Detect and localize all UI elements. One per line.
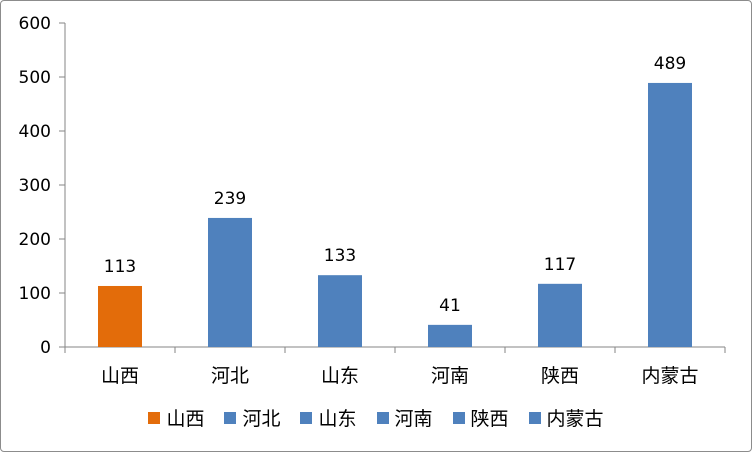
legend-label: 山西 — [166, 408, 205, 430]
legend-label: 陕西 — [470, 408, 509, 430]
x-axis: 山西 河北 山东 河南 陕西 内蒙古 — [64, 346, 726, 387]
data-label: 41 — [439, 296, 461, 316]
data-label: 113 — [104, 257, 136, 277]
legend-label: 内蒙古 — [546, 408, 604, 430]
legend-label: 山东 — [318, 408, 357, 430]
legend-swatch — [376, 411, 389, 424]
legend-swatch — [452, 411, 465, 424]
bar — [318, 275, 362, 347]
legend-item: 山东 — [300, 404, 357, 431]
bar — [538, 283, 582, 347]
y-tick-label: 100 — [19, 284, 51, 304]
y-tick-label: 0 — [40, 338, 51, 358]
x-tick-label: 山东 — [321, 365, 359, 387]
legend-item: 河南 — [376, 404, 433, 431]
data-label: 117 — [544, 255, 576, 275]
y-tick-label: 400 — [19, 122, 51, 142]
legend-label: 河南 — [394, 408, 433, 430]
legend-swatch — [148, 411, 161, 424]
legend-swatch — [528, 411, 541, 424]
legend-label: 河北 — [242, 408, 281, 430]
y-tick-label: 200 — [19, 230, 51, 250]
data-label: 239 — [214, 189, 246, 209]
x-tick-label: 河南 — [431, 365, 469, 387]
bar — [648, 82, 692, 347]
bars — [98, 82, 692, 347]
y-axis: 0 100 200 300 400 500 600 — [19, 14, 66, 358]
bar — [98, 285, 142, 347]
legend-item: 河北 — [224, 404, 280, 431]
x-tick-label: 陕西 — [541, 365, 579, 387]
bar — [208, 217, 252, 347]
data-labels: 113 239 133 41 117 489 — [104, 54, 686, 316]
y-tick-label: 600 — [19, 14, 51, 34]
legend-item: 内蒙古 — [528, 404, 604, 431]
x-tick-label: 山西 — [101, 365, 139, 387]
y-tick-label: 300 — [19, 176, 51, 196]
data-label: 133 — [324, 246, 356, 266]
bar — [428, 324, 472, 347]
legend: 山西 河北 山东 河南 陕西 内蒙古 — [0, 404, 752, 431]
legend-swatch — [300, 411, 313, 424]
x-tick-label: 河北 — [211, 365, 249, 387]
legend-item: 陕西 — [452, 404, 509, 431]
legend-swatch — [224, 411, 237, 424]
x-tick-label: 内蒙古 — [641, 365, 698, 387]
data-label: 489 — [654, 54, 686, 74]
y-tick-label: 500 — [19, 68, 51, 88]
legend-item: 山西 — [148, 404, 204, 431]
